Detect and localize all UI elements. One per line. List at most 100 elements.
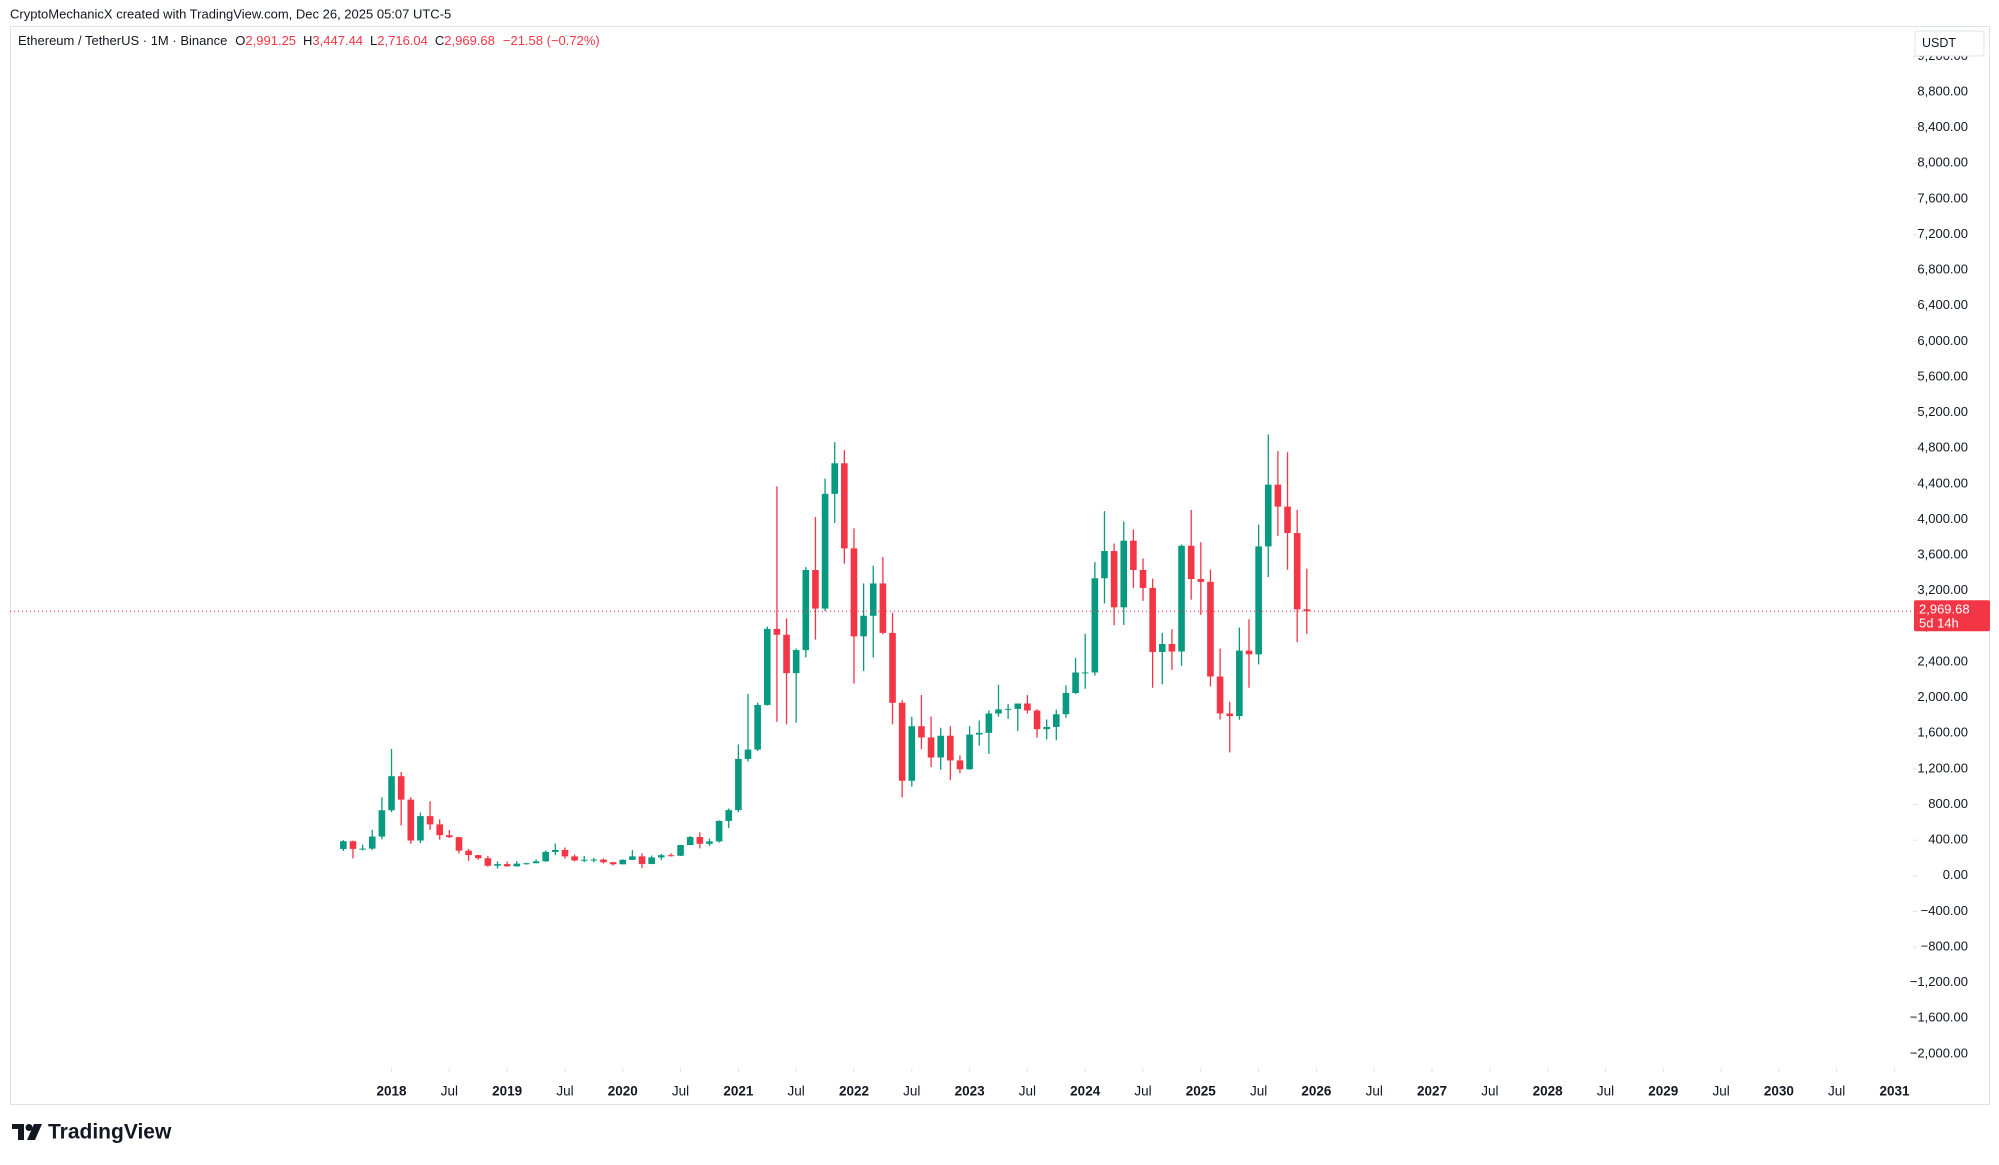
candle-body bbox=[397, 776, 405, 800]
candle-body bbox=[436, 824, 443, 836]
y-tick-label: −1,200.00 bbox=[1910, 974, 1968, 989]
y-tick-label: 2,000.00 bbox=[1917, 689, 1968, 704]
x-tick-label: 2018 bbox=[377, 1084, 408, 1099]
y-tick-label: 8,000.00 bbox=[1917, 155, 1968, 170]
high-label: H bbox=[303, 33, 312, 48]
x-tick-label: 2028 bbox=[1533, 1084, 1564, 1099]
candle-body bbox=[706, 841, 713, 844]
x-tick-label: 2022 bbox=[839, 1084, 869, 1099]
close-value: 2,969.68 bbox=[444, 33, 495, 48]
y-tick-label: −400.00 bbox=[1921, 903, 1968, 918]
x-tick-label: Jul bbox=[441, 1084, 458, 1099]
candle-body bbox=[1033, 710, 1041, 730]
candle-body bbox=[802, 570, 810, 651]
candle-body bbox=[937, 735, 944, 758]
candle-body bbox=[1043, 726, 1050, 730]
candle-body bbox=[812, 570, 819, 609]
y-tick-label: 2,400.00 bbox=[1917, 653, 1968, 668]
candle-body bbox=[648, 857, 655, 864]
candle-body bbox=[1014, 703, 1022, 709]
y-tick-label: 5,600.00 bbox=[1917, 368, 1968, 383]
y-tick-label: 8,400.00 bbox=[1917, 119, 1968, 134]
y-tick-label: −1,600.00 bbox=[1910, 1010, 1968, 1025]
candle-body bbox=[455, 837, 463, 851]
candle-body bbox=[523, 863, 530, 865]
candle-body bbox=[860, 615, 867, 637]
low-value: 2,716.04 bbox=[377, 33, 428, 48]
y-tick-label: 7,600.00 bbox=[1917, 190, 1968, 205]
y-tick-label: 1,200.00 bbox=[1917, 760, 1968, 775]
candle-body bbox=[465, 850, 472, 856]
x-tick-label: Jul bbox=[1481, 1084, 1498, 1099]
y-tick-label: −2,000.00 bbox=[1910, 1045, 1968, 1060]
candle-body bbox=[677, 845, 684, 856]
candle-body bbox=[1081, 672, 1089, 674]
candle-body bbox=[763, 628, 771, 705]
candle-body bbox=[1149, 587, 1156, 652]
candle-body bbox=[1255, 546, 1262, 655]
candle-body bbox=[1091, 578, 1099, 673]
candle-body bbox=[1216, 676, 1224, 714]
x-tick-label: 2029 bbox=[1648, 1084, 1678, 1099]
chart-frame bbox=[10, 26, 1990, 1105]
candle-body bbox=[686, 837, 694, 846]
candle-body bbox=[947, 735, 954, 761]
x-tick-label: Jul bbox=[1134, 1084, 1151, 1099]
currency-box[interactable] bbox=[1914, 30, 1985, 57]
brand: TradingView bbox=[48, 1121, 172, 1144]
candle-body bbox=[1207, 581, 1214, 677]
candle-body bbox=[340, 841, 347, 849]
y-tick-label: 4,800.00 bbox=[1917, 440, 1968, 455]
countdown: 5d 14h bbox=[1919, 616, 1959, 631]
y-tick-label: 4,000.00 bbox=[1917, 511, 1968, 526]
candle-body bbox=[349, 841, 357, 849]
candle-body bbox=[552, 849, 559, 852]
candle-body bbox=[715, 820, 723, 842]
candle-body bbox=[561, 849, 569, 857]
candle-body bbox=[1284, 506, 1291, 534]
candle-body bbox=[956, 760, 964, 770]
candle-body bbox=[600, 859, 607, 863]
candle-body bbox=[484, 858, 492, 866]
candle-body bbox=[619, 859, 627, 865]
y-tick-label: 6,400.00 bbox=[1917, 297, 1968, 312]
candle-body bbox=[1101, 551, 1108, 579]
y-tick-label: 4,400.00 bbox=[1917, 475, 1968, 490]
candle-body bbox=[407, 799, 415, 841]
x-tick-label: Jul bbox=[1019, 1084, 1036, 1099]
candle-body bbox=[1264, 484, 1272, 547]
candle-body bbox=[850, 548, 858, 637]
y-tick-label: 6,800.00 bbox=[1917, 262, 1968, 277]
candle-body bbox=[1168, 644, 1176, 652]
candle-body bbox=[927, 737, 935, 758]
candle-body bbox=[754, 704, 761, 750]
candle-body bbox=[1274, 484, 1282, 507]
candle-body bbox=[590, 859, 598, 861]
x-tick-label: Jul bbox=[1366, 1084, 1383, 1099]
open-label: O bbox=[235, 33, 245, 48]
candle-body bbox=[1197, 578, 1205, 582]
candle-body bbox=[503, 864, 511, 867]
candle-body bbox=[1072, 672, 1079, 694]
candle-body bbox=[879, 583, 887, 633]
candle-body bbox=[417, 816, 424, 841]
plot-area: −2,000.00 −1,600.00 −1,200.00 −800.00 −400.0… bbox=[10, 48, 1968, 1099]
candle-body bbox=[792, 650, 800, 674]
brand-logo bbox=[12, 1124, 42, 1140]
x-tick-label: Jul bbox=[788, 1084, 805, 1099]
candle-body bbox=[898, 702, 906, 781]
candle-body bbox=[1004, 708, 1012, 710]
x-tick-label: Jul bbox=[1597, 1084, 1614, 1099]
x-tick-label: Jul bbox=[1712, 1084, 1729, 1099]
x-tick-label: 2026 bbox=[1301, 1084, 1332, 1099]
x-tick-label: Jul bbox=[672, 1084, 689, 1099]
x-tick-label: 2024 bbox=[1070, 1084, 1101, 1099]
x-tick-label: Jul bbox=[556, 1084, 573, 1099]
x-tick-label: Jul bbox=[903, 1084, 920, 1099]
candle-body bbox=[1187, 545, 1195, 579]
last-price-box bbox=[1914, 600, 1990, 632]
candle-body bbox=[1226, 713, 1234, 717]
candle-body bbox=[629, 856, 636, 860]
